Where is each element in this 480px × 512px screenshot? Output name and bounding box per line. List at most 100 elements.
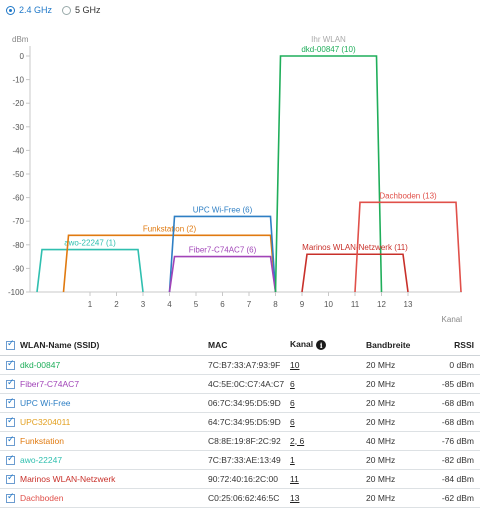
select-all-cell xyxy=(0,335,20,356)
row-checkbox[interactable] xyxy=(6,397,15,408)
y-tick-label: -70 xyxy=(12,217,24,226)
network-label: Dachboden (13) xyxy=(379,191,437,200)
band-toggle: 2.4 GHz 5 GHz xyxy=(6,2,111,18)
row-checkbox[interactable] xyxy=(6,492,15,503)
mac-cell: 64:7C:34:95:D5:9D xyxy=(208,412,290,432)
channel-curve xyxy=(301,253,409,293)
channel-link[interactable]: 10 xyxy=(290,359,300,370)
rssi-cell: -76 dBm xyxy=(438,431,480,451)
row-checkbox[interactable] xyxy=(6,435,15,446)
channel-link[interactable]: 2, 6 xyxy=(290,435,305,446)
x-tick-label: 8 xyxy=(273,300,278,309)
ssid-cell: dkd-00847 xyxy=(20,355,208,375)
wlan-channel-chart: dBm Kanal 0 -10 -20 -30 -40 -50 -60 -70 -80 -90 -100… xyxy=(8,35,463,324)
channel-curve xyxy=(168,215,277,293)
bandwidth-cell: 20 MHz xyxy=(366,412,438,432)
radio-5ghz-label: 5 GHz xyxy=(75,5,101,15)
radio-5ghz[interactable]: 5 GHz xyxy=(62,5,101,15)
bandwidth-cell: 20 MHz xyxy=(366,450,438,470)
x-axis-label: Kanal xyxy=(442,315,463,324)
channel-curve xyxy=(168,255,277,293)
y-axis-label: dBm xyxy=(12,35,29,44)
radio-2-4ghz[interactable]: 2.4 GHz xyxy=(6,5,52,15)
bandwidth-cell: 20 MHz xyxy=(366,355,438,375)
channel-cell: 13 xyxy=(290,488,366,508)
network-label: UPC Wi-Free (6) xyxy=(193,205,253,214)
channel-link[interactable]: 1 xyxy=(290,454,295,465)
mac-header[interactable]: MAC xyxy=(208,335,290,356)
ssid-header[interactable]: WLAN-Name (SSID) xyxy=(20,335,208,356)
y-tick-label: -40 xyxy=(12,146,24,155)
x-tick-label: 10 xyxy=(324,300,333,309)
ssid-cell: UPC Wi-Free xyxy=(20,393,208,413)
channel-link[interactable]: 6 xyxy=(290,397,295,408)
ssid-cell: Funkstation xyxy=(20,431,208,451)
row-checkbox[interactable] xyxy=(6,359,15,370)
network-label: dkd-00847 (10) xyxy=(301,45,356,54)
mac-cell: 7C:B7:33:A7:93:9F xyxy=(208,355,290,375)
row-checkbox-cell xyxy=(0,431,20,451)
ssid-cell: Marinos WLAN-Netzwerk xyxy=(20,469,208,489)
channel-link[interactable]: 11 xyxy=(290,473,299,484)
x-tick-label: 5 xyxy=(194,300,199,309)
x-tick-label: 1 xyxy=(88,300,93,309)
row-checkbox[interactable] xyxy=(6,416,15,427)
row-checkbox[interactable] xyxy=(6,378,15,389)
channel-header-label: Kanal xyxy=(290,339,314,350)
channel-link[interactable]: 13 xyxy=(290,492,300,503)
row-checkbox-cell xyxy=(0,374,20,394)
mac-cell: C0:25:06:62:46:5C xyxy=(208,488,290,508)
ssid-cell: awo-22247 xyxy=(20,450,208,470)
network-label: Fiber7-C74AC7 (6) xyxy=(189,246,257,255)
mac-cell: C8:8E:19:8F:2C:92 xyxy=(208,431,290,451)
bandwidth-cell: 20 MHz xyxy=(366,374,438,394)
table-row[interactable]: Marinos WLAN-Netzwerk90:72:40:16:2C:0011… xyxy=(0,469,480,489)
bandwidth-cell: 20 MHz xyxy=(366,393,438,413)
bandwidth-cell: 20 MHz xyxy=(366,488,438,508)
row-checkbox[interactable] xyxy=(6,473,15,484)
channel-cell: 1 xyxy=(290,450,366,470)
x-tick-label: 3 xyxy=(141,300,146,309)
channel-link[interactable]: 6 xyxy=(290,378,295,389)
x-tick-label: 12 xyxy=(377,300,386,309)
row-checkbox-cell xyxy=(0,393,20,413)
channel-curve xyxy=(36,248,144,293)
rssi-cell: -85 dBm xyxy=(438,374,480,394)
channel-curve xyxy=(274,55,383,293)
y-tick-label: -30 xyxy=(12,123,24,132)
x-tick-label: 2 xyxy=(114,300,119,309)
rssi-header[interactable]: RSSI xyxy=(438,335,480,356)
select-all-checkbox[interactable] xyxy=(6,339,15,350)
channel-cell: 6 xyxy=(290,412,366,432)
row-checkbox[interactable] xyxy=(6,454,15,465)
channel-link[interactable]: 6 xyxy=(290,416,295,427)
x-tick-label: 13 xyxy=(404,300,413,309)
network-label: Funkstation (2) xyxy=(143,224,197,233)
network-label: Marinos WLAN-Netzwerk (11) xyxy=(302,243,408,252)
ssid-cell: UPC3204011 xyxy=(20,412,208,432)
row-checkbox-cell xyxy=(0,355,20,375)
rssi-cell: -62 dBm xyxy=(438,488,480,508)
row-checkbox-cell xyxy=(0,412,20,432)
row-checkbox-cell xyxy=(0,488,20,508)
rssi-cell: -68 dBm xyxy=(438,393,480,413)
channel-header[interactable]: Kanal i xyxy=(290,335,366,356)
bandwidth-header[interactable]: Bandbreite xyxy=(366,335,438,356)
rssi-cell: -84 dBm xyxy=(438,469,480,489)
rssi-cell: -82 dBm xyxy=(438,450,480,470)
x-tick-label: 9 xyxy=(300,300,305,309)
info-icon[interactable]: i xyxy=(316,340,327,351)
y-tick-label: -60 xyxy=(12,194,24,203)
y-tick-label: -90 xyxy=(12,264,24,273)
radio-unselected-icon xyxy=(62,5,72,15)
mac-cell: 06:7C:34:95:D5:9D xyxy=(208,393,290,413)
